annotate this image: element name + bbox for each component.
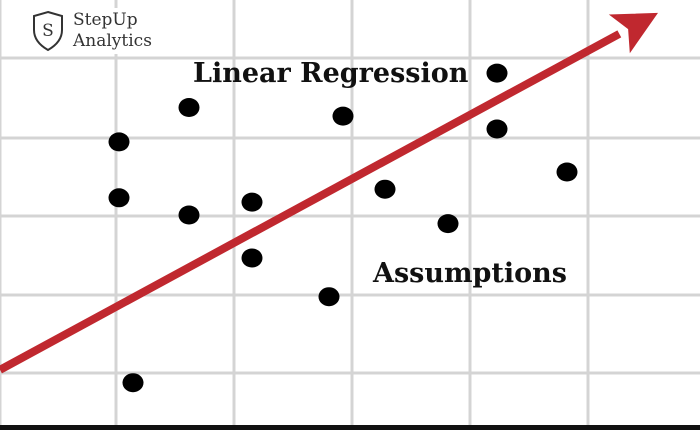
data-point — [178, 98, 200, 117]
data-point — [108, 132, 130, 152]
data-point — [178, 205, 200, 225]
data-point — [486, 119, 508, 139]
data-point — [122, 373, 144, 393]
shield-icon: S — [33, 10, 63, 52]
brand-name-line2: Analytics — [73, 31, 152, 51]
brand-initial: S — [42, 21, 54, 41]
arrow-head — [608, 12, 658, 54]
data-point — [437, 214, 459, 234]
data-point — [241, 192, 263, 212]
chart-subtitle: Assumptions — [373, 258, 567, 289]
data-point — [108, 188, 130, 208]
data-point — [374, 179, 396, 199]
data-point — [556, 162, 578, 182]
chart-title: Linear Regression — [193, 58, 469, 89]
data-point — [241, 248, 263, 268]
brand-logo: S StepUp Analytics — [24, 8, 194, 54]
data-point — [486, 63, 508, 83]
data-point — [332, 106, 354, 126]
regression-line — [0, 30, 622, 374]
data-points — [108, 63, 578, 393]
data-point — [318, 287, 340, 307]
brand-name-line1: StepUp — [73, 10, 138, 30]
bottom-border — [0, 425, 700, 430]
trend-line-group — [0, 12, 658, 374]
